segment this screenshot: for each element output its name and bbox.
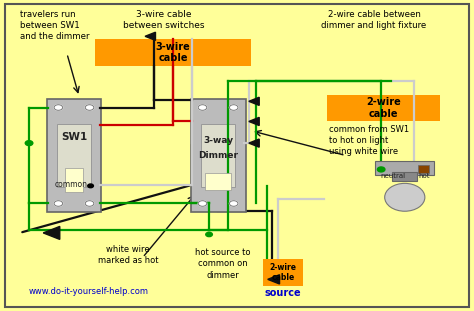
Polygon shape: [268, 275, 280, 284]
FancyBboxPatch shape: [205, 173, 231, 190]
Text: white wire
marked as hot: white wire marked as hot: [98, 245, 158, 265]
Circle shape: [85, 201, 94, 206]
Text: 2-wire
cable: 2-wire cable: [270, 263, 297, 282]
Text: source: source: [265, 288, 301, 298]
Text: 3-wire
cable: 3-wire cable: [156, 42, 191, 63]
Text: 2-wire
cable: 2-wire cable: [366, 97, 401, 119]
FancyBboxPatch shape: [375, 161, 434, 175]
Circle shape: [198, 201, 207, 206]
Circle shape: [25, 141, 33, 146]
FancyBboxPatch shape: [392, 172, 417, 181]
FancyBboxPatch shape: [201, 124, 235, 187]
Circle shape: [54, 201, 63, 206]
Polygon shape: [145, 32, 155, 40]
Polygon shape: [249, 97, 259, 105]
Polygon shape: [43, 226, 60, 239]
FancyBboxPatch shape: [327, 95, 440, 121]
Circle shape: [229, 201, 238, 206]
Text: 3-wire cable
between switches: 3-wire cable between switches: [123, 10, 204, 30]
Circle shape: [206, 232, 212, 237]
Text: hot: hot: [418, 173, 429, 179]
Circle shape: [377, 167, 385, 172]
FancyBboxPatch shape: [191, 99, 246, 212]
FancyBboxPatch shape: [419, 165, 429, 173]
FancyBboxPatch shape: [57, 124, 91, 187]
Text: 3-way: 3-way: [203, 136, 233, 145]
Circle shape: [54, 105, 63, 110]
Circle shape: [88, 184, 93, 188]
Text: hot source to
common on
dimmer: hot source to common on dimmer: [195, 248, 251, 280]
Circle shape: [85, 105, 94, 110]
Text: common: common: [55, 180, 88, 189]
Text: SW1: SW1: [61, 132, 87, 142]
FancyBboxPatch shape: [263, 259, 303, 285]
Text: www.do-it-yourself-help.com: www.do-it-yourself-help.com: [29, 287, 149, 296]
Text: neutral: neutral: [381, 173, 406, 179]
Circle shape: [198, 105, 207, 110]
Circle shape: [229, 105, 238, 110]
Text: common from SW1
to hot on light
using white wire: common from SW1 to hot on light using wh…: [329, 124, 409, 156]
Polygon shape: [249, 117, 259, 126]
Text: 2-wire cable between
dimmer and light fixture: 2-wire cable between dimmer and light fi…: [321, 10, 427, 30]
Polygon shape: [249, 139, 259, 147]
Text: Dimmer: Dimmer: [198, 151, 238, 160]
FancyBboxPatch shape: [46, 99, 101, 212]
Ellipse shape: [385, 183, 425, 211]
FancyBboxPatch shape: [65, 168, 82, 192]
FancyBboxPatch shape: [95, 39, 251, 66]
Text: travelers run
between SW1
and the dimmer: travelers run between SW1 and the dimmer: [19, 10, 89, 41]
